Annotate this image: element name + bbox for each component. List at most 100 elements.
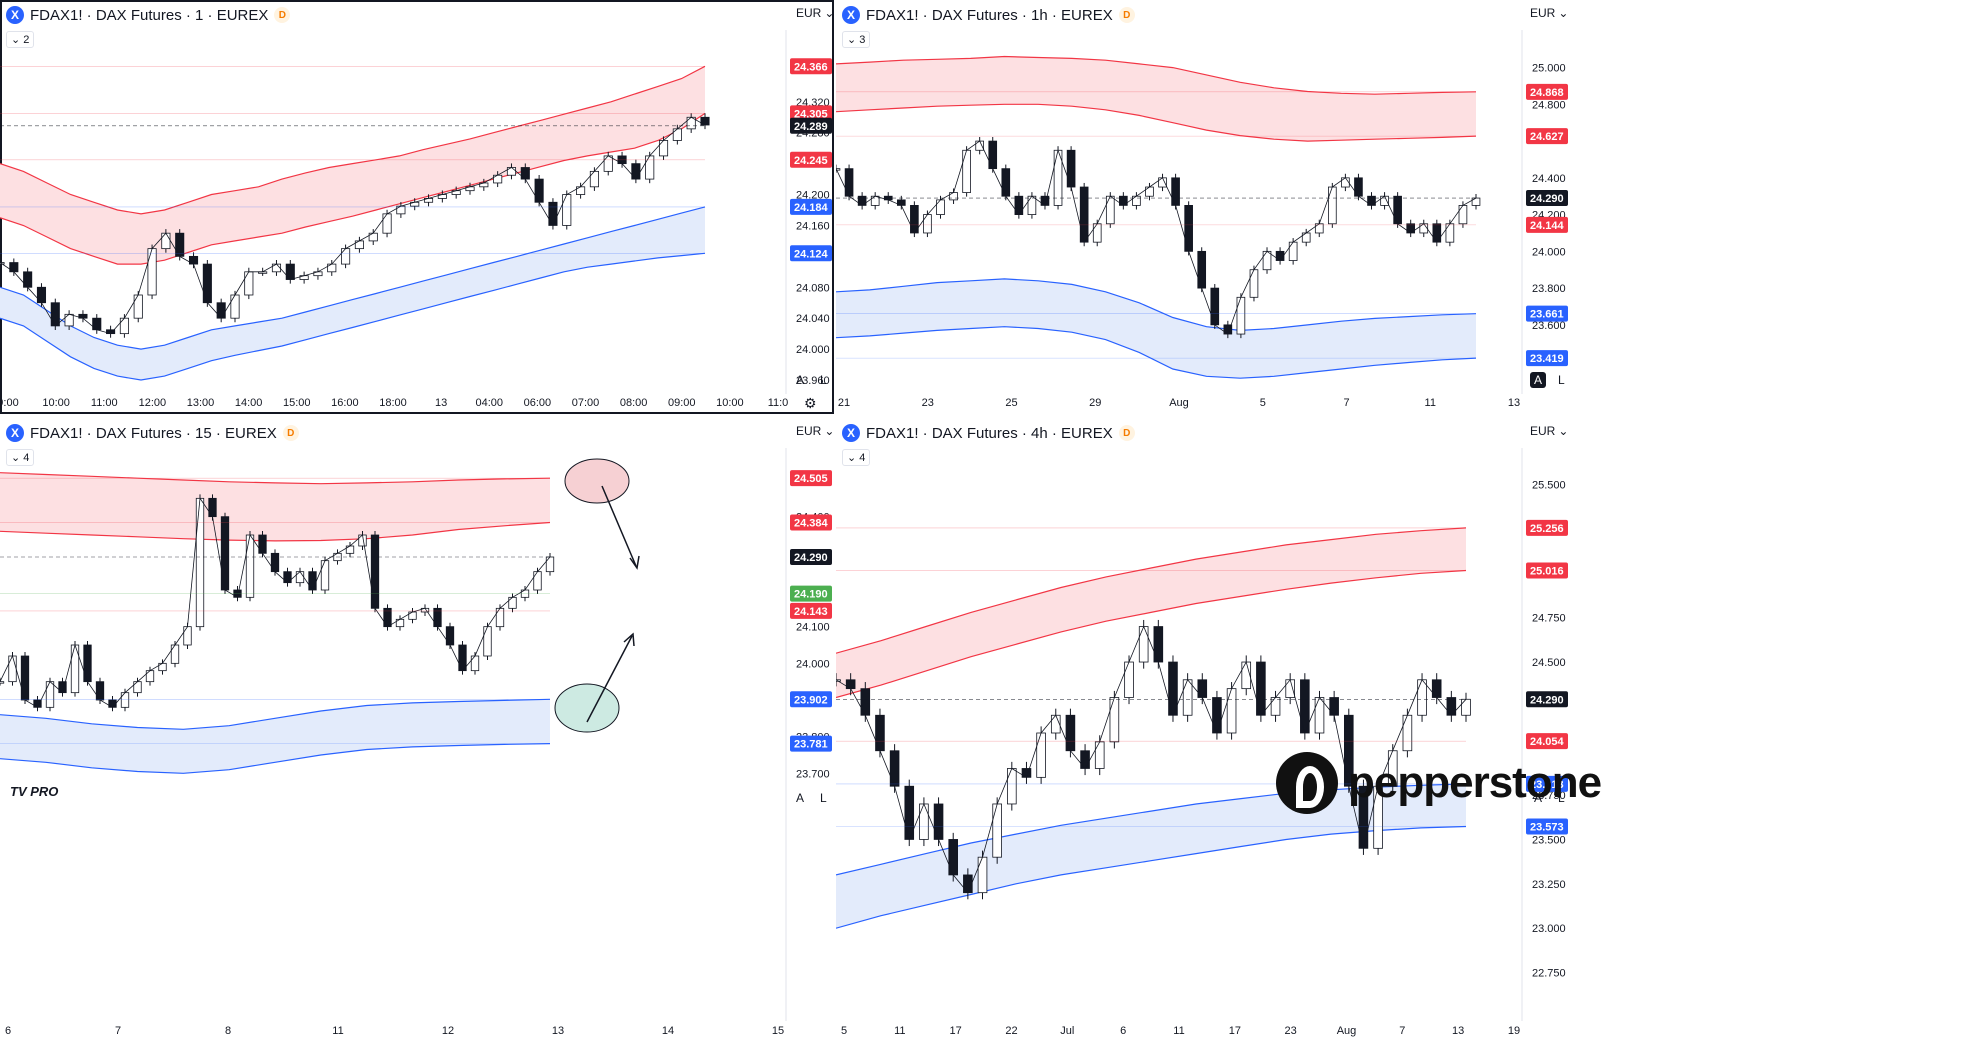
log-scale-button[interactable]: L: [820, 791, 827, 805]
currency-selector[interactable]: EUR ⌄: [796, 6, 834, 20]
candle-body: [1288, 241, 1298, 261]
price-tag-box: [1526, 190, 1568, 207]
candle-body: [50, 302, 60, 327]
y-tick-label: 23.700: [796, 768, 830, 780]
pepperstone-wordmark: pepperstone: [1348, 758, 1602, 807]
log-scale-button[interactable]: L: [820, 373, 827, 387]
candle-body: [283, 571, 292, 584]
price-tag-box: [790, 198, 832, 215]
candle-body: [1328, 186, 1337, 225]
candle-body: [857, 195, 867, 206]
indicator-legend-toggle[interactable]: ⌄ 4: [842, 449, 871, 466]
price-tag-box: [790, 470, 832, 487]
auto-scale-button[interactable]: A: [1534, 791, 1543, 805]
auto-scale-button[interactable]: A: [1530, 372, 1547, 388]
auto-scale-button[interactable]: A: [796, 791, 805, 805]
x-tick-label: 10:00: [42, 397, 70, 409]
candle-body: [1079, 186, 1089, 243]
upper-band-outer-line: [836, 55, 1477, 95]
upper-band-inner-line: [0, 521, 551, 542]
candle-body: [202, 263, 212, 304]
candle-body: [1458, 205, 1468, 225]
indicator-legend-toggle[interactable]: ⌄ 3: [842, 31, 871, 48]
chart-panel-15m[interactable]: 24.40024.10024.00023.80023.70024.50524.3…: [0, 418, 834, 1041]
symbol-header[interactable]: X FDAX1! · DAX Futures · 1h · EUREX D: [842, 6, 1135, 24]
candle-body: [92, 317, 102, 331]
upper-band-outer-line: [0, 472, 551, 485]
down-arrow-head: [629, 555, 640, 570]
x-tick-label: 11: [1425, 397, 1436, 409]
x-tick-label: 14: [662, 1025, 674, 1037]
candle-body: [1197, 250, 1207, 289]
pepperstone-logo: pepperstone: [1276, 752, 1602, 814]
price-tag-label: 24.289: [794, 121, 828, 133]
price-tag-label: 24.190: [794, 589, 828, 601]
candle-body: [645, 155, 655, 180]
log-scale-button[interactable]: L: [1558, 791, 1565, 805]
candle-body: [341, 248, 351, 265]
chart-svg-1m[interactable]: 24.32024.28024.20024.16024.12024.08024.0…: [0, 0, 834, 414]
settings-gear-icon[interactable]: ⚙: [804, 395, 817, 411]
currency-selector[interactable]: EUR ⌄: [796, 424, 834, 438]
candle-body: [1329, 697, 1339, 716]
candle-body: [133, 294, 143, 319]
candle-body: [1080, 750, 1090, 769]
log-scale-button[interactable]: L: [1558, 373, 1565, 387]
price-tag-label: 23.813: [1530, 779, 1564, 791]
candle-body: [1119, 195, 1128, 206]
candle-body: [845, 679, 856, 690]
price-tag-box: [790, 117, 832, 134]
price-tag-label: 24.505: [794, 473, 828, 485]
auto-scale-button[interactable]: A: [796, 373, 805, 387]
candle-body: [1367, 195, 1376, 206]
symbol-header[interactable]: X FDAX1! · DAX Futures · 4h · EUREX D: [842, 424, 1135, 442]
price-tag-label: 25.016: [1530, 565, 1564, 577]
x-tick-label: 07:00: [572, 397, 600, 409]
currency-selector[interactable]: EUR ⌄: [1530, 6, 1569, 20]
price-tag-box: [790, 245, 832, 262]
y-tick-label: 23.960: [796, 375, 830, 387]
candle-body: [258, 534, 267, 554]
symbol-header[interactable]: X FDAX1! · DAX Futures · 1 · EUREX D: [6, 6, 291, 24]
chart-panel-1m[interactable]: 24.32024.28024.20024.16024.12024.08024.0…: [0, 0, 834, 414]
y-tick-label: 24.000: [796, 344, 830, 356]
chart-svg-1h[interactable]: 25.00024.80024.40024.20024.00023.80023.6…: [836, 0, 1964, 414]
upper-band-inner-line: [836, 103, 1477, 142]
price-tag-box: [790, 151, 832, 168]
candle-body: [368, 232, 378, 242]
exchange-logo-icon: X: [842, 6, 860, 24]
chart-svg-4h[interactable]: 25.500 24.750 24.500 23.750 23.500 23.250 23.0…: [836, 418, 1964, 1041]
x-tick-label: 7: [115, 1025, 121, 1037]
candle-body: [936, 199, 945, 215]
x-tick-label: 11: [332, 1025, 343, 1037]
x-tick-label: 5: [841, 1025, 847, 1037]
candle-body: [1109, 697, 1120, 743]
y-tick-label: 23.000: [1532, 923, 1566, 935]
symbol-header[interactable]: X FDAX1! · DAX Futures · 15 · EUREX D: [6, 424, 299, 442]
delayed-data-icon: D: [282, 425, 299, 441]
y-tick-label: 25.000: [1532, 63, 1566, 75]
candle-body: [1226, 688, 1237, 734]
lower-band-inner-line: [836, 278, 1477, 332]
up-arrow-head: [623, 632, 635, 647]
candle-body: [120, 692, 130, 708]
y-tick-label: 24.080: [796, 282, 830, 294]
price-tag-box: [790, 602, 832, 619]
chart-panel-4h[interactable]: 25.500 24.750 24.500 23.750 23.500 23.250 23.0…: [836, 418, 1964, 1041]
candle-body: [1036, 732, 1046, 778]
indicator-legend-toggle[interactable]: ⌄ 4: [6, 449, 35, 466]
candle-body: [1256, 661, 1266, 716]
sell-zone-ellipse: [564, 458, 630, 504]
x-tick-label: 14:00: [235, 397, 263, 409]
candle-body: [1275, 250, 1285, 261]
lower-band-fill: [836, 278, 1476, 379]
delayed-data-icon: D: [1118, 425, 1135, 441]
indicator-legend-toggle[interactable]: ⌄ 2: [6, 31, 35, 48]
currency-selector[interactable]: EUR ⌄: [1530, 424, 1569, 438]
candle-body: [923, 214, 932, 234]
x-tick-label: 16:00: [331, 397, 359, 409]
candle-body: [145, 670, 155, 683]
candle-body: [0, 262, 5, 265]
chart-svg-15m[interactable]: 24.40024.10024.00023.80023.70024.50524.3…: [0, 418, 834, 1041]
chart-panel-1h[interactable]: 25.000 24.800 24.400 24.200 24.000 23.800 23.6…: [836, 0, 1964, 414]
